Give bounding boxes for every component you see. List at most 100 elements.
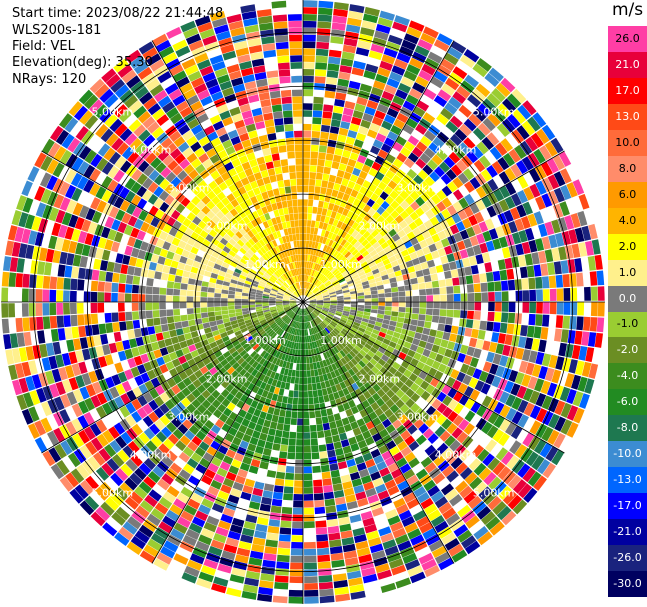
velocity-gate bbox=[560, 329, 569, 343]
velocity-gate bbox=[369, 249, 378, 257]
velocity-gate bbox=[70, 302, 77, 315]
velocity-gate bbox=[469, 235, 479, 247]
velocity-gate bbox=[331, 339, 338, 346]
velocity-gate bbox=[158, 496, 173, 509]
velocity-gate bbox=[230, 387, 239, 397]
velocity-gate bbox=[314, 290, 320, 295]
velocity-gate bbox=[326, 386, 333, 395]
velocity-gate bbox=[368, 167, 378, 177]
velocity-gate bbox=[367, 323, 375, 329]
velocity-gate bbox=[303, 493, 314, 501]
velocity-gate bbox=[303, 247, 306, 254]
velocity-gate bbox=[222, 507, 236, 518]
velocity-gate bbox=[411, 257, 420, 266]
velocity-gate bbox=[554, 232, 565, 247]
velocity-gate bbox=[70, 314, 78, 327]
velocity-gate bbox=[178, 355, 187, 365]
velocity-gate bbox=[119, 200, 131, 212]
velocity-gate bbox=[342, 287, 349, 292]
velocity-gate bbox=[391, 311, 399, 317]
velocity-gate bbox=[326, 224, 333, 232]
velocity-gate bbox=[303, 459, 312, 467]
velocity-gate bbox=[148, 489, 162, 502]
velocity-gate bbox=[572, 391, 584, 407]
velocity-gate bbox=[382, 319, 390, 325]
velocity-gate bbox=[101, 462, 115, 477]
velocity-gate bbox=[225, 383, 234, 393]
velocity-gate bbox=[63, 315, 71, 328]
velocity-gate bbox=[424, 57, 440, 70]
velocity-gate bbox=[466, 310, 474, 320]
velocity-gate bbox=[368, 261, 376, 268]
velocity-gate bbox=[187, 498, 201, 510]
velocity-gate bbox=[251, 282, 259, 288]
velocity-gate bbox=[114, 532, 130, 546]
velocity-gate bbox=[114, 123, 128, 137]
velocity-gate bbox=[289, 303, 297, 305]
velocity-gate bbox=[174, 153, 186, 165]
velocity-gate bbox=[297, 411, 303, 419]
velocity-gate bbox=[108, 151, 121, 165]
velocity-gate bbox=[405, 260, 414, 268]
velocity-gate bbox=[464, 181, 475, 193]
velocity-gate bbox=[336, 169, 345, 178]
velocity-gate bbox=[136, 185, 147, 198]
velocity-gate bbox=[298, 213, 303, 220]
velocity-gate bbox=[286, 333, 291, 341]
velocity-gate bbox=[296, 171, 303, 179]
velocity-gate bbox=[218, 445, 229, 455]
velocity-gate bbox=[495, 142, 508, 156]
velocity-gate bbox=[372, 417, 382, 427]
velocity-gate bbox=[444, 348, 453, 358]
velocity-gate bbox=[170, 462, 182, 474]
velocity-gate bbox=[213, 263, 222, 270]
velocity-gate bbox=[245, 427, 254, 437]
velocity-gate bbox=[273, 21, 288, 29]
velocity-gate bbox=[29, 390, 41, 406]
velocity-gate bbox=[273, 387, 280, 395]
velocity-gate bbox=[299, 370, 303, 378]
velocity-gate bbox=[216, 191, 226, 201]
velocity-gate bbox=[369, 316, 377, 322]
velocity-gate bbox=[213, 533, 227, 544]
velocity-gate bbox=[185, 528, 200, 540]
velocity-gate bbox=[265, 161, 274, 170]
velocity-gate bbox=[164, 399, 175, 410]
velocity-gate bbox=[303, 439, 311, 446]
velocity-gate bbox=[259, 256, 267, 264]
velocity-gate bbox=[238, 540, 252, 551]
velocity-gate bbox=[395, 389, 405, 399]
velocity-gate bbox=[211, 503, 225, 514]
velocity-gate bbox=[535, 393, 547, 407]
velocity-gate bbox=[292, 320, 296, 328]
velocity-gate bbox=[309, 165, 317, 173]
velocity-gate bbox=[307, 254, 311, 262]
velocity-gate bbox=[125, 284, 133, 293]
velocity-gate bbox=[108, 426, 120, 439]
velocity-gate bbox=[11, 241, 21, 257]
velocity-gate bbox=[538, 339, 547, 353]
velocity-gate bbox=[461, 510, 476, 524]
velocity-gate bbox=[413, 510, 427, 522]
velocity-gate bbox=[312, 124, 321, 132]
velocity-gate bbox=[98, 270, 107, 282]
velocity-gate bbox=[66, 436, 79, 452]
range-ring-label: 5.00km bbox=[473, 105, 515, 118]
velocity-gate bbox=[547, 262, 556, 276]
velocity-gate bbox=[63, 277, 71, 290]
velocity-gate bbox=[389, 219, 399, 229]
velocity-gate bbox=[344, 297, 351, 300]
velocity-gate bbox=[548, 234, 558, 249]
velocity-gate bbox=[553, 432, 566, 449]
velocity-gate bbox=[466, 366, 476, 377]
velocity-gate bbox=[21, 303, 29, 317]
velocity-gate bbox=[314, 318, 319, 325]
velocity-gate bbox=[330, 320, 338, 326]
velocity-gate bbox=[200, 297, 207, 302]
velocity-gate bbox=[144, 213, 154, 225]
velocity-gate bbox=[415, 249, 425, 258]
velocity-gate bbox=[338, 320, 346, 326]
velocity-gate bbox=[231, 421, 241, 431]
velocity-gate bbox=[301, 315, 303, 323]
velocity-gate bbox=[162, 331, 171, 340]
